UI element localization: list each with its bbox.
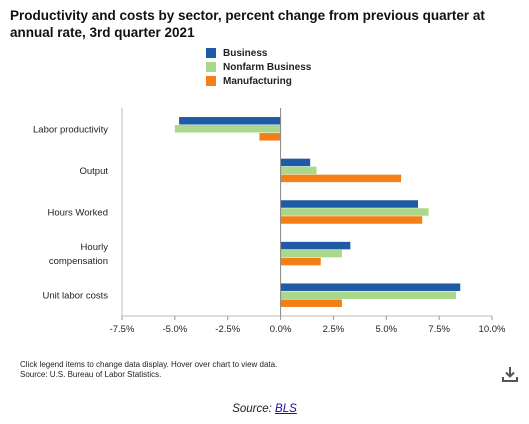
bar-manufacturing — [280, 257, 321, 266]
source-prefix: Source: — [232, 403, 272, 415]
bar-business — [179, 117, 281, 125]
legend-item-nonfarm-business[interactable]: Nonfarm Business — [206, 60, 311, 74]
bar-business — [280, 283, 461, 291]
category-label: Hourly — [81, 242, 109, 253]
bar-manufacturing — [280, 299, 342, 307]
category-label: Output — [79, 166, 108, 177]
x-tick-label: 7.5% — [428, 324, 450, 335]
bar-business — [280, 158, 311, 167]
category-label: Labor productivity — [33, 124, 108, 135]
footer-note-source: Source: U.S. Bureau of Labor Statistics. — [20, 370, 162, 379]
legend-label-manufacturing: Manufacturing — [223, 75, 292, 87]
legend-label-nonfarm-business: Nonfarm Business — [223, 61, 312, 73]
footer-note: Click legend items to change data displa… — [20, 360, 277, 380]
x-tick-label: -2.5% — [215, 324, 240, 335]
bar-manufacturing — [280, 216, 423, 224]
legend-item-manufacturing[interactable]: Manufacturing — [206, 74, 311, 88]
legend-swatch-business — [206, 48, 216, 58]
x-tick-label: 5.0% — [375, 324, 397, 335]
x-tick-label: -5.0% — [162, 324, 187, 335]
bar-nonfarm-business — [280, 166, 317, 175]
x-tick-label: -7.5% — [110, 324, 135, 335]
legend-label-business: Business — [223, 47, 268, 59]
category-label: Hours Worked — [47, 208, 108, 219]
category-label: compensation — [49, 256, 108, 267]
legend-item-business[interactable]: Business — [206, 46, 311, 60]
source-line: Source: BLS — [0, 403, 529, 415]
bar-business — [280, 241, 351, 250]
bar-manufacturing — [280, 174, 402, 183]
footer-note-instructions: Click legend items to change data displa… — [20, 360, 278, 369]
legend-swatch-manufacturing — [206, 76, 216, 86]
x-tick-label: 0.0% — [270, 324, 292, 335]
chart-title: Productivity and costs by sector, percen… — [10, 8, 485, 40]
x-tick-label: 2.5% — [323, 324, 345, 335]
legend-swatch-nonfarm-business — [206, 62, 216, 72]
chart-legend: Business Nonfarm Business Manufacturing — [206, 46, 311, 88]
bar-nonfarm-business — [280, 208, 429, 216]
bar-nonfarm-business — [280, 291, 457, 299]
bar-business — [280, 200, 418, 208]
bar-manufacturing — [259, 133, 281, 141]
bar-nonfarm-business — [174, 125, 281, 133]
download-button[interactable] — [500, 364, 520, 384]
source-link-bls[interactable]: BLS — [275, 403, 297, 415]
x-tick-label: 10.0% — [479, 324, 506, 335]
category-label: Unit labor costs — [43, 291, 109, 302]
download-icon — [502, 367, 518, 382]
bar-nonfarm-business — [280, 249, 342, 258]
